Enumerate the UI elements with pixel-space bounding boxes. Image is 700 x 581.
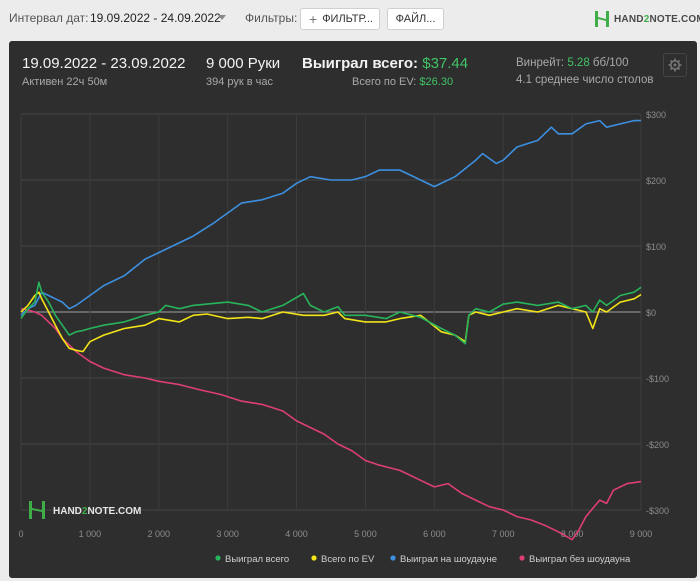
active-time: Активен 22ч 50м (22, 76, 108, 88)
hand2note-logo[interactable]: HAND2NOTE.COM (594, 8, 700, 30)
grid-lines (20, 113, 642, 511)
ev-total: Всего по EV: $26.30 (352, 76, 453, 88)
x-tick-label: 3 000 (216, 529, 239, 539)
won-total: Выиграл всего: $37.44 (302, 55, 468, 72)
x-tick-label: 9 000 (630, 529, 653, 539)
series-line-nonshowdown[interactable] (20, 307, 642, 541)
winrate-unit: бб/100 (592, 57, 629, 69)
series-lines (20, 119, 642, 541)
ev-total-value: $26.30 (419, 76, 454, 88)
y-tick-label: $300 (646, 110, 666, 120)
x-axis: 0 1 000 2 000 3 000 4 000 5 000 6 000 7 000 8 00… (18, 529, 652, 539)
filter-button[interactable]: + ФИЛЬТР... (300, 8, 380, 30)
x-tick-label: 0 (18, 529, 23, 539)
won-total-value: $37.44 (422, 55, 469, 72)
y-tick-label: $0 (646, 308, 656, 318)
x-tick-label: 5 000 (354, 529, 377, 539)
legend-label-total[interactable]: Выиграл всего (225, 554, 289, 565)
y-tick-label: -$100 (646, 374, 669, 384)
watermark-text: HAND2NOTE.COM (53, 506, 141, 517)
interval-label: Интервал дат: (9, 11, 89, 25)
series-line-ev[interactable] (20, 291, 642, 353)
logo-text: HAND2NOTE.COM (614, 13, 700, 25)
winrate-label: Винрейт: (516, 57, 565, 69)
series-line-total[interactable] (20, 281, 642, 345)
files-button[interactable]: ФАЙЛ... (387, 8, 444, 30)
hands-per-hour: 394 рук в час (206, 76, 274, 88)
y-tick-label: -$200 (646, 440, 669, 450)
y-tick-label: $200 (646, 176, 666, 186)
interval-value[interactable]: 19.09.2022 - 24.09.2022 (90, 11, 221, 25)
profit-chart[interactable]: 0 1 000 2 000 3 000 4 000 5 000 6 000 7 000 8 00… (9, 41, 697, 578)
x-tick-label: 2 000 (148, 529, 171, 539)
plus-icon: + (309, 11, 318, 27)
filters-label: Фильтры: (245, 11, 298, 25)
winrate: Винрейт: 5.28 бб/100 (516, 57, 628, 69)
x-tick-label: 7 000 (492, 529, 515, 539)
watermark: HAND2NOTE.COM (29, 501, 141, 519)
y-tick-label: $100 (646, 242, 666, 252)
files-button-label: ФАЙЛ... (395, 13, 436, 25)
legend: Выиграл всего Всего по EV Выиграл на шоуда… (215, 554, 631, 565)
y-axis: $300 $200 $100 $0 -$100 -$200 -$300 (646, 110, 669, 516)
hand2note-logo-icon (595, 11, 609, 27)
won-total-label: Выиграл всего: (302, 55, 419, 72)
x-tick-label: 8 000 (561, 529, 584, 539)
x-tick-label: 6 000 (423, 529, 446, 539)
x-tick-label: 1 000 (79, 529, 102, 539)
graph-panel: 19.09.2022 - 23.09.2022 Активен 22ч 50м … (9, 41, 697, 578)
legend-label-ev[interactable]: Всего по EV (321, 554, 375, 565)
avg-tables: 4.1 среднее число столов (516, 74, 654, 86)
legend-marker-showdown (390, 555, 396, 561)
settings-button[interactable] (663, 53, 687, 77)
x-tick-label: 4 000 (285, 529, 308, 539)
toolbar: Интервал дат: 19.09.2022 - 24.09.2022 Фи… (0, 0, 700, 38)
legend-label-showdown[interactable]: Выиграл на шоудауне (400, 554, 497, 565)
hands-count: 9 000 Руки (206, 55, 281, 72)
legend-label-nonshowdown[interactable]: Выиграл без шоудауна (529, 554, 631, 565)
legend-marker-total (215, 555, 221, 561)
winrate-value: 5.28 (567, 57, 590, 69)
y-tick-label: -$300 (646, 506, 669, 516)
gear-icon (668, 58, 682, 72)
chevron-down-icon[interactable] (218, 15, 226, 20)
series-line-showdown[interactable] (20, 119, 641, 316)
hand2note-watermark-icon (29, 501, 45, 519)
ev-total-label: Всего по EV: (352, 76, 417, 88)
filter-button-label: ФИЛЬТР... (322, 13, 373, 25)
legend-marker-nonshowdown (519, 555, 525, 561)
date-range: 19.09.2022 - 23.09.2022 (22, 55, 186, 72)
legend-marker-ev (311, 555, 317, 561)
